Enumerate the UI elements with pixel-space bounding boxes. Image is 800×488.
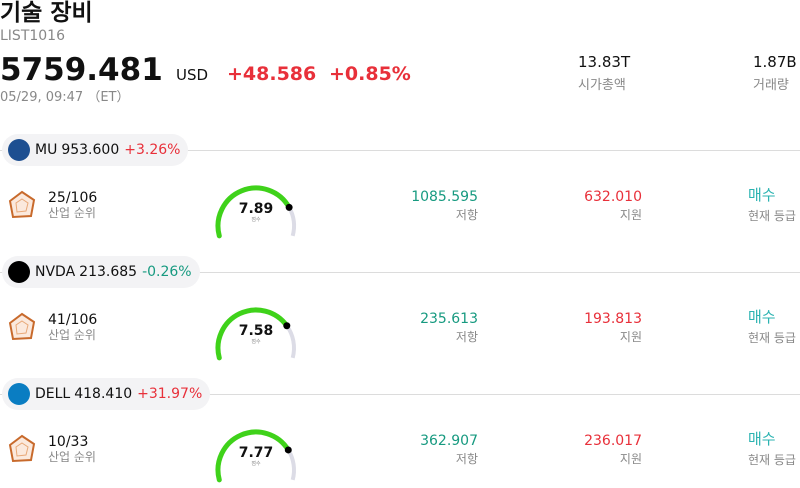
support: 632.010 — [584, 189, 642, 205]
ticker: DELL — [35, 386, 71, 402]
stat-label: 거래량 — [753, 78, 789, 93]
resistance: 362.907 — [420, 433, 478, 449]
resistance: 235.613 — [420, 311, 478, 327]
rating-label: 현재 등급 — [748, 453, 796, 467]
support: 193.813 — [584, 311, 642, 327]
stock-chip[interactable]: DELL 418.410 +31.97% — [2, 378, 211, 410]
change-pct: +0.85% — [329, 63, 411, 85]
change: +48.586 — [227, 63, 317, 85]
separator — [0, 150, 800, 151]
rating-label: 현재 등급 — [748, 331, 796, 345]
gauge-track — [286, 448, 296, 481]
currency: USD — [176, 66, 209, 84]
stock-change: +3.26% — [124, 142, 181, 158]
gauge-fill — [215, 307, 290, 361]
stock-price: 213.685 — [79, 264, 138, 280]
stock-price: 418.410 — [74, 386, 133, 402]
rank: 10/33 — [48, 434, 89, 450]
gauge-dot — [284, 446, 292, 454]
logo — [8, 139, 30, 161]
score: 7.58 — [238, 323, 274, 339]
rating-label: 현재 등급 — [748, 209, 796, 223]
logo — [8, 261, 30, 283]
gauge-fill — [215, 429, 291, 483]
timestamp: 05/29, 09:47 （ET） — [0, 90, 130, 105]
price: 5759.481 — [0, 52, 163, 88]
rank-label: 산업 순위 — [48, 206, 96, 220]
logo — [8, 383, 30, 405]
gauge-track — [287, 206, 296, 237]
ticker: MU — [35, 142, 58, 158]
support-label: 지원 — [619, 330, 642, 344]
icon-shape — [8, 190, 36, 219]
icon-inner — [15, 198, 29, 213]
score-label: 점수 — [251, 339, 261, 345]
resistance: 1085.595 — [411, 189, 478, 205]
rank-label: 산업 순위 — [48, 328, 96, 342]
separator — [0, 272, 800, 273]
rank-icon — [8, 434, 36, 463]
resistance-label: 저항 — [455, 452, 478, 466]
rank-label: 산업 순위 — [48, 450, 96, 464]
rating: 매수 — [748, 430, 776, 448]
rank: 41/106 — [48, 312, 98, 328]
stock-chip[interactable]: MU 953.600 +3.26% — [2, 134, 189, 166]
stat-value: 13.83T — [578, 53, 631, 71]
icon-inner — [15, 320, 29, 335]
gauge-dot — [285, 203, 293, 211]
code: LIST1016 — [0, 28, 65, 44]
resistance-label: 저항 — [455, 330, 478, 344]
icon-shape — [8, 434, 36, 463]
separator — [0, 394, 800, 395]
gauge-track — [285, 324, 296, 359]
gauge — [215, 429, 296, 483]
gauge — [215, 185, 296, 239]
stock-chip[interactable]: NVDA 213.685 -0.26% — [2, 256, 200, 288]
gauge — [215, 307, 296, 361]
stock-change: +31.97% — [137, 386, 203, 402]
gauge-dot — [283, 322, 291, 330]
stat-label: 시가총액 — [578, 78, 626, 93]
rank-icon — [8, 312, 36, 341]
stock-price: 953.600 — [61, 142, 120, 158]
ticker: NVDA — [35, 264, 76, 280]
support: 236.017 — [584, 433, 642, 449]
rating: 매수 — [748, 186, 776, 204]
resistance-label: 저항 — [455, 208, 478, 222]
score: 7.89 — [238, 201, 274, 217]
title: 기술 장비 — [0, 0, 93, 26]
support-label: 지원 — [619, 208, 642, 222]
icon-inner — [15, 442, 29, 457]
icon-shape — [8, 312, 36, 341]
rating: 매수 — [748, 308, 776, 326]
rank-icon — [8, 190, 36, 219]
stat-value: 1.87B — [753, 53, 797, 71]
score: 7.77 — [238, 445, 274, 461]
gauge-fill — [215, 185, 292, 239]
rank: 25/106 — [48, 190, 98, 206]
support-label: 지원 — [619, 452, 642, 466]
score-label: 점수 — [251, 461, 261, 467]
stock-change: -0.26% — [142, 264, 192, 280]
score-label: 점수 — [251, 217, 261, 223]
